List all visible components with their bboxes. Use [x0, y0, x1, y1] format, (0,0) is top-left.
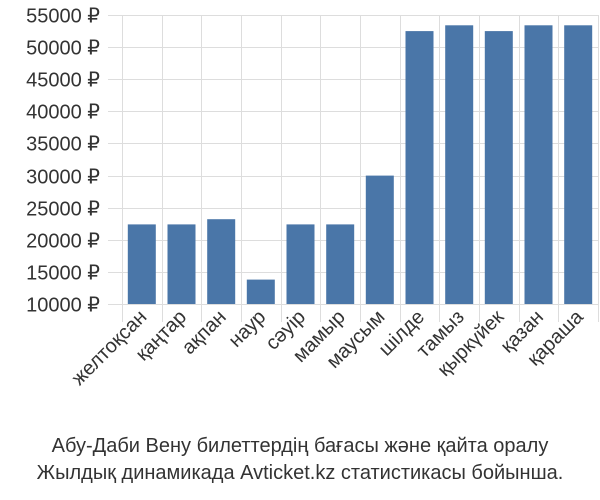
y-tick-label: 30000 ₽ [26, 167, 100, 189]
y-tick-label: 25000 ₽ [26, 199, 100, 221]
bar [207, 219, 236, 304]
bar [445, 25, 474, 305]
y-tick-label: 20000 ₽ [26, 231, 100, 253]
bar [405, 31, 434, 304]
bar [524, 25, 553, 305]
x-category-label: ақпан [178, 306, 231, 359]
bar [484, 31, 513, 304]
bar [564, 25, 593, 305]
y-tick-label: 15000 ₽ [26, 263, 100, 285]
bar [326, 224, 355, 304]
bar-chart: 10000 ₽ 15000 ₽ 20000 ₽ 25000 ₽ 30000 ₽ 35000… [26, 6, 599, 390]
bar [127, 224, 156, 304]
chart-caption-line-2: Жылдық динамикада Avticket.kz статистика… [36, 462, 564, 484]
bar [167, 224, 196, 304]
bar [246, 279, 275, 304]
x-axis-category-labels: желтоқсанқаңтарақпаннаурсәуірмамырмаусым… [68, 305, 589, 389]
y-tick-label: 50000 ₽ [26, 38, 100, 60]
y-tick-label: 55000 ₽ [26, 6, 100, 28]
y-tick-label: 40000 ₽ [26, 102, 100, 124]
bar [365, 175, 394, 304]
y-tick-label: 35000 ₽ [26, 134, 100, 156]
y-axis-tick-labels: 10000 ₽ 15000 ₽ 20000 ₽ 25000 ₽ 30000 ₽ 35000… [26, 6, 100, 317]
bar [286, 224, 315, 304]
bars [127, 25, 593, 305]
y-tick-label: 10000 ₽ [26, 295, 100, 317]
y-tick-label: 45000 ₽ [26, 70, 100, 92]
grid-lines [108, 15, 599, 322]
chart-caption-line-1: Абу-Даби Вену билеттердің бағасы және қа… [51, 435, 549, 457]
x-category-label: наур [224, 306, 270, 352]
